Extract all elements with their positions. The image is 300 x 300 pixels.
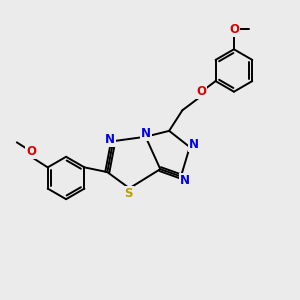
Text: O: O — [196, 85, 206, 98]
Text: N: N — [179, 173, 190, 187]
Text: S: S — [124, 187, 133, 200]
Text: N: N — [141, 127, 151, 140]
Text: N: N — [105, 133, 115, 146]
Text: N: N — [189, 138, 199, 151]
Text: O: O — [230, 23, 239, 36]
Text: O: O — [26, 145, 36, 158]
